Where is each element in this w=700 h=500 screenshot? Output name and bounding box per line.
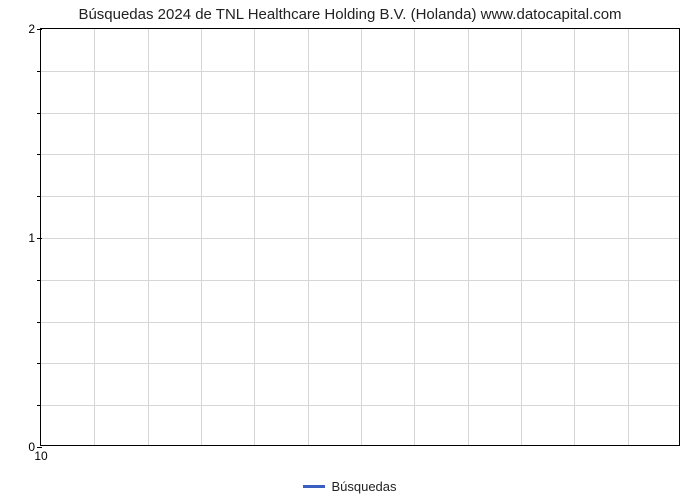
legend-line-swatch: [303, 485, 325, 488]
y-tick-minor: [37, 71, 41, 72]
gridline-vertical: [521, 29, 522, 445]
chart-title: Búsquedas 2024 de TNL Healthcare Holding…: [0, 6, 700, 23]
plot-area: 01210: [40, 28, 680, 446]
gridline-horizontal: [41, 113, 679, 114]
gridline-vertical: [414, 29, 415, 445]
gridline-vertical: [468, 29, 469, 445]
gridline-horizontal: [41, 196, 679, 197]
gridline-horizontal: [41, 238, 679, 239]
gridline-vertical: [308, 29, 309, 445]
gridline-vertical: [628, 29, 629, 445]
y-tick-minor: [37, 154, 41, 155]
y-tick-minor: [37, 363, 41, 364]
gridline-horizontal: [41, 71, 679, 72]
y-tick-minor: [37, 196, 41, 197]
gridline-vertical: [148, 29, 149, 445]
x-tick-label: 10: [34, 445, 47, 463]
y-tick-minor: [37, 113, 41, 114]
y-tick-minor: [37, 322, 41, 323]
chart-container: Búsquedas 2024 de TNL Healthcare Holding…: [0, 0, 700, 500]
y-tick-label: 2: [28, 22, 41, 36]
legend: Búsquedas: [0, 479, 700, 494]
gridline-vertical: [574, 29, 575, 445]
gridline-horizontal: [41, 280, 679, 281]
legend-label: Búsquedas: [331, 479, 396, 494]
y-tick-label: 1: [28, 231, 41, 245]
gridline-horizontal: [41, 154, 679, 155]
gridline-vertical: [254, 29, 255, 445]
gridline-vertical: [361, 29, 362, 445]
gridline-horizontal: [41, 322, 679, 323]
gridline-vertical: [94, 29, 95, 445]
y-tick-minor: [37, 280, 41, 281]
gridline-horizontal: [41, 405, 679, 406]
y-tick-minor: [37, 405, 41, 406]
gridline-vertical: [201, 29, 202, 445]
gridline-horizontal: [41, 363, 679, 364]
